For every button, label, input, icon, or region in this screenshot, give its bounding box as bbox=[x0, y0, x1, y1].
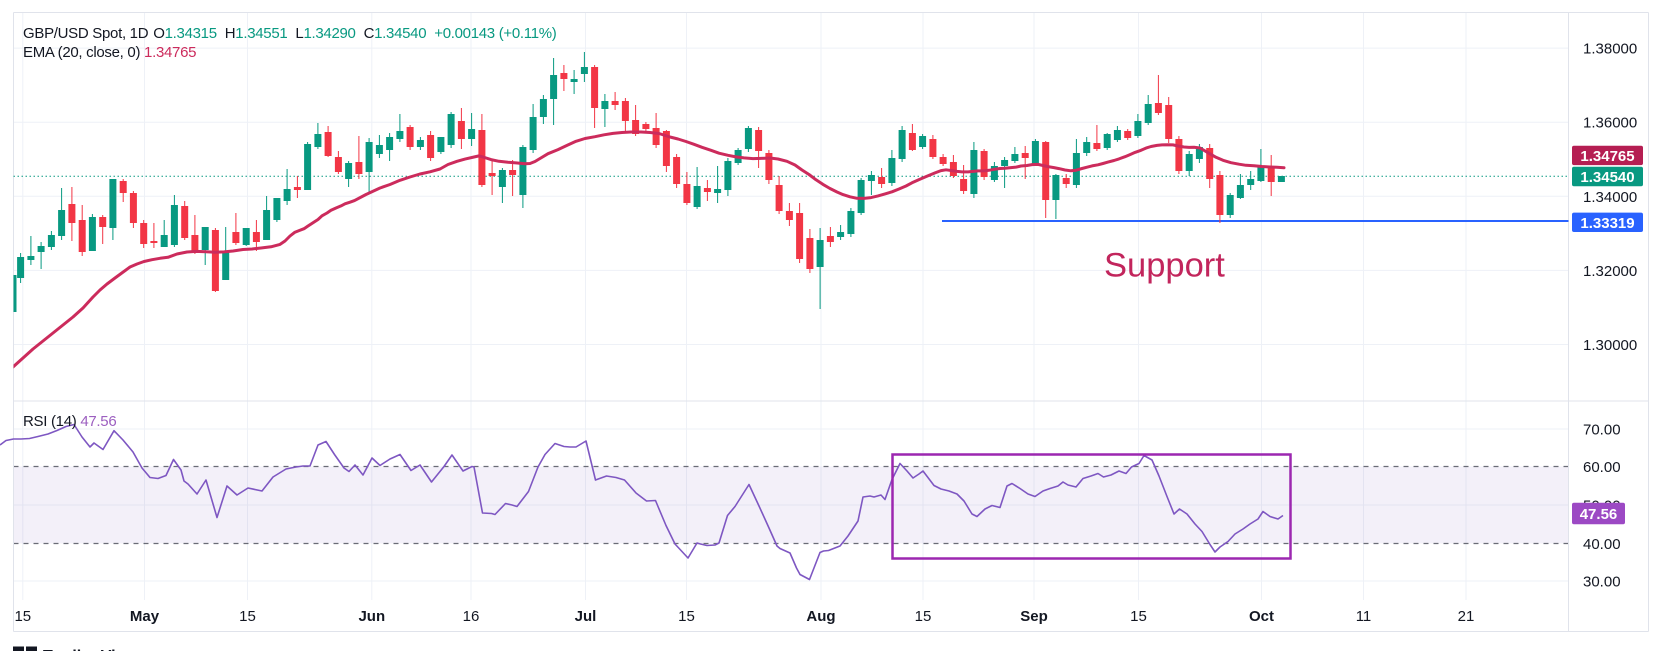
svg-text:15: 15 bbox=[678, 608, 695, 625]
svg-text:30.00: 30.00 bbox=[1583, 574, 1621, 591]
svg-text:1.34000: 1.34000 bbox=[1583, 189, 1637, 206]
svg-text:60.00: 60.00 bbox=[1583, 459, 1621, 476]
svg-text:15: 15 bbox=[14, 608, 31, 625]
svg-text:1.36000: 1.36000 bbox=[1583, 115, 1637, 132]
svg-text:70.00: 70.00 bbox=[1583, 422, 1621, 439]
svg-text:1.30000: 1.30000 bbox=[1583, 337, 1637, 354]
svg-text:Aug: Aug bbox=[806, 608, 835, 625]
svg-text:1.33319: 1.33319 bbox=[1580, 215, 1634, 232]
svg-text:Jul: Jul bbox=[575, 608, 597, 625]
svg-text:21: 21 bbox=[1458, 608, 1475, 625]
svg-text:47.56: 47.56 bbox=[1580, 506, 1618, 523]
svg-text:EMA (20, close, 0) 1.34765: EMA (20, close, 0) 1.34765 bbox=[23, 44, 196, 61]
svg-text:Support: Support bbox=[1104, 247, 1225, 285]
svg-text:Oct: Oct bbox=[1249, 608, 1274, 625]
svg-text:1.34765: 1.34765 bbox=[1580, 148, 1634, 165]
svg-text:1.34540: 1.34540 bbox=[1580, 169, 1634, 186]
svg-text:Jun: Jun bbox=[358, 608, 385, 625]
svg-text:15: 15 bbox=[915, 608, 932, 625]
svg-text:RSI (14) 47.56: RSI (14) 47.56 bbox=[23, 413, 116, 430]
svg-text:15: 15 bbox=[239, 608, 256, 625]
svg-text:1.38000: 1.38000 bbox=[1583, 41, 1637, 58]
svg-text:11: 11 bbox=[1356, 608, 1372, 625]
svg-text:16: 16 bbox=[463, 608, 480, 625]
svg-text:1.32000: 1.32000 bbox=[1583, 263, 1637, 280]
svg-text:15: 15 bbox=[1130, 608, 1147, 625]
svg-text:May: May bbox=[130, 608, 160, 625]
svg-text:40.00: 40.00 bbox=[1583, 536, 1621, 553]
svg-text:Sep: Sep bbox=[1020, 608, 1048, 625]
svg-text:TradingView: TradingView bbox=[43, 648, 138, 651]
